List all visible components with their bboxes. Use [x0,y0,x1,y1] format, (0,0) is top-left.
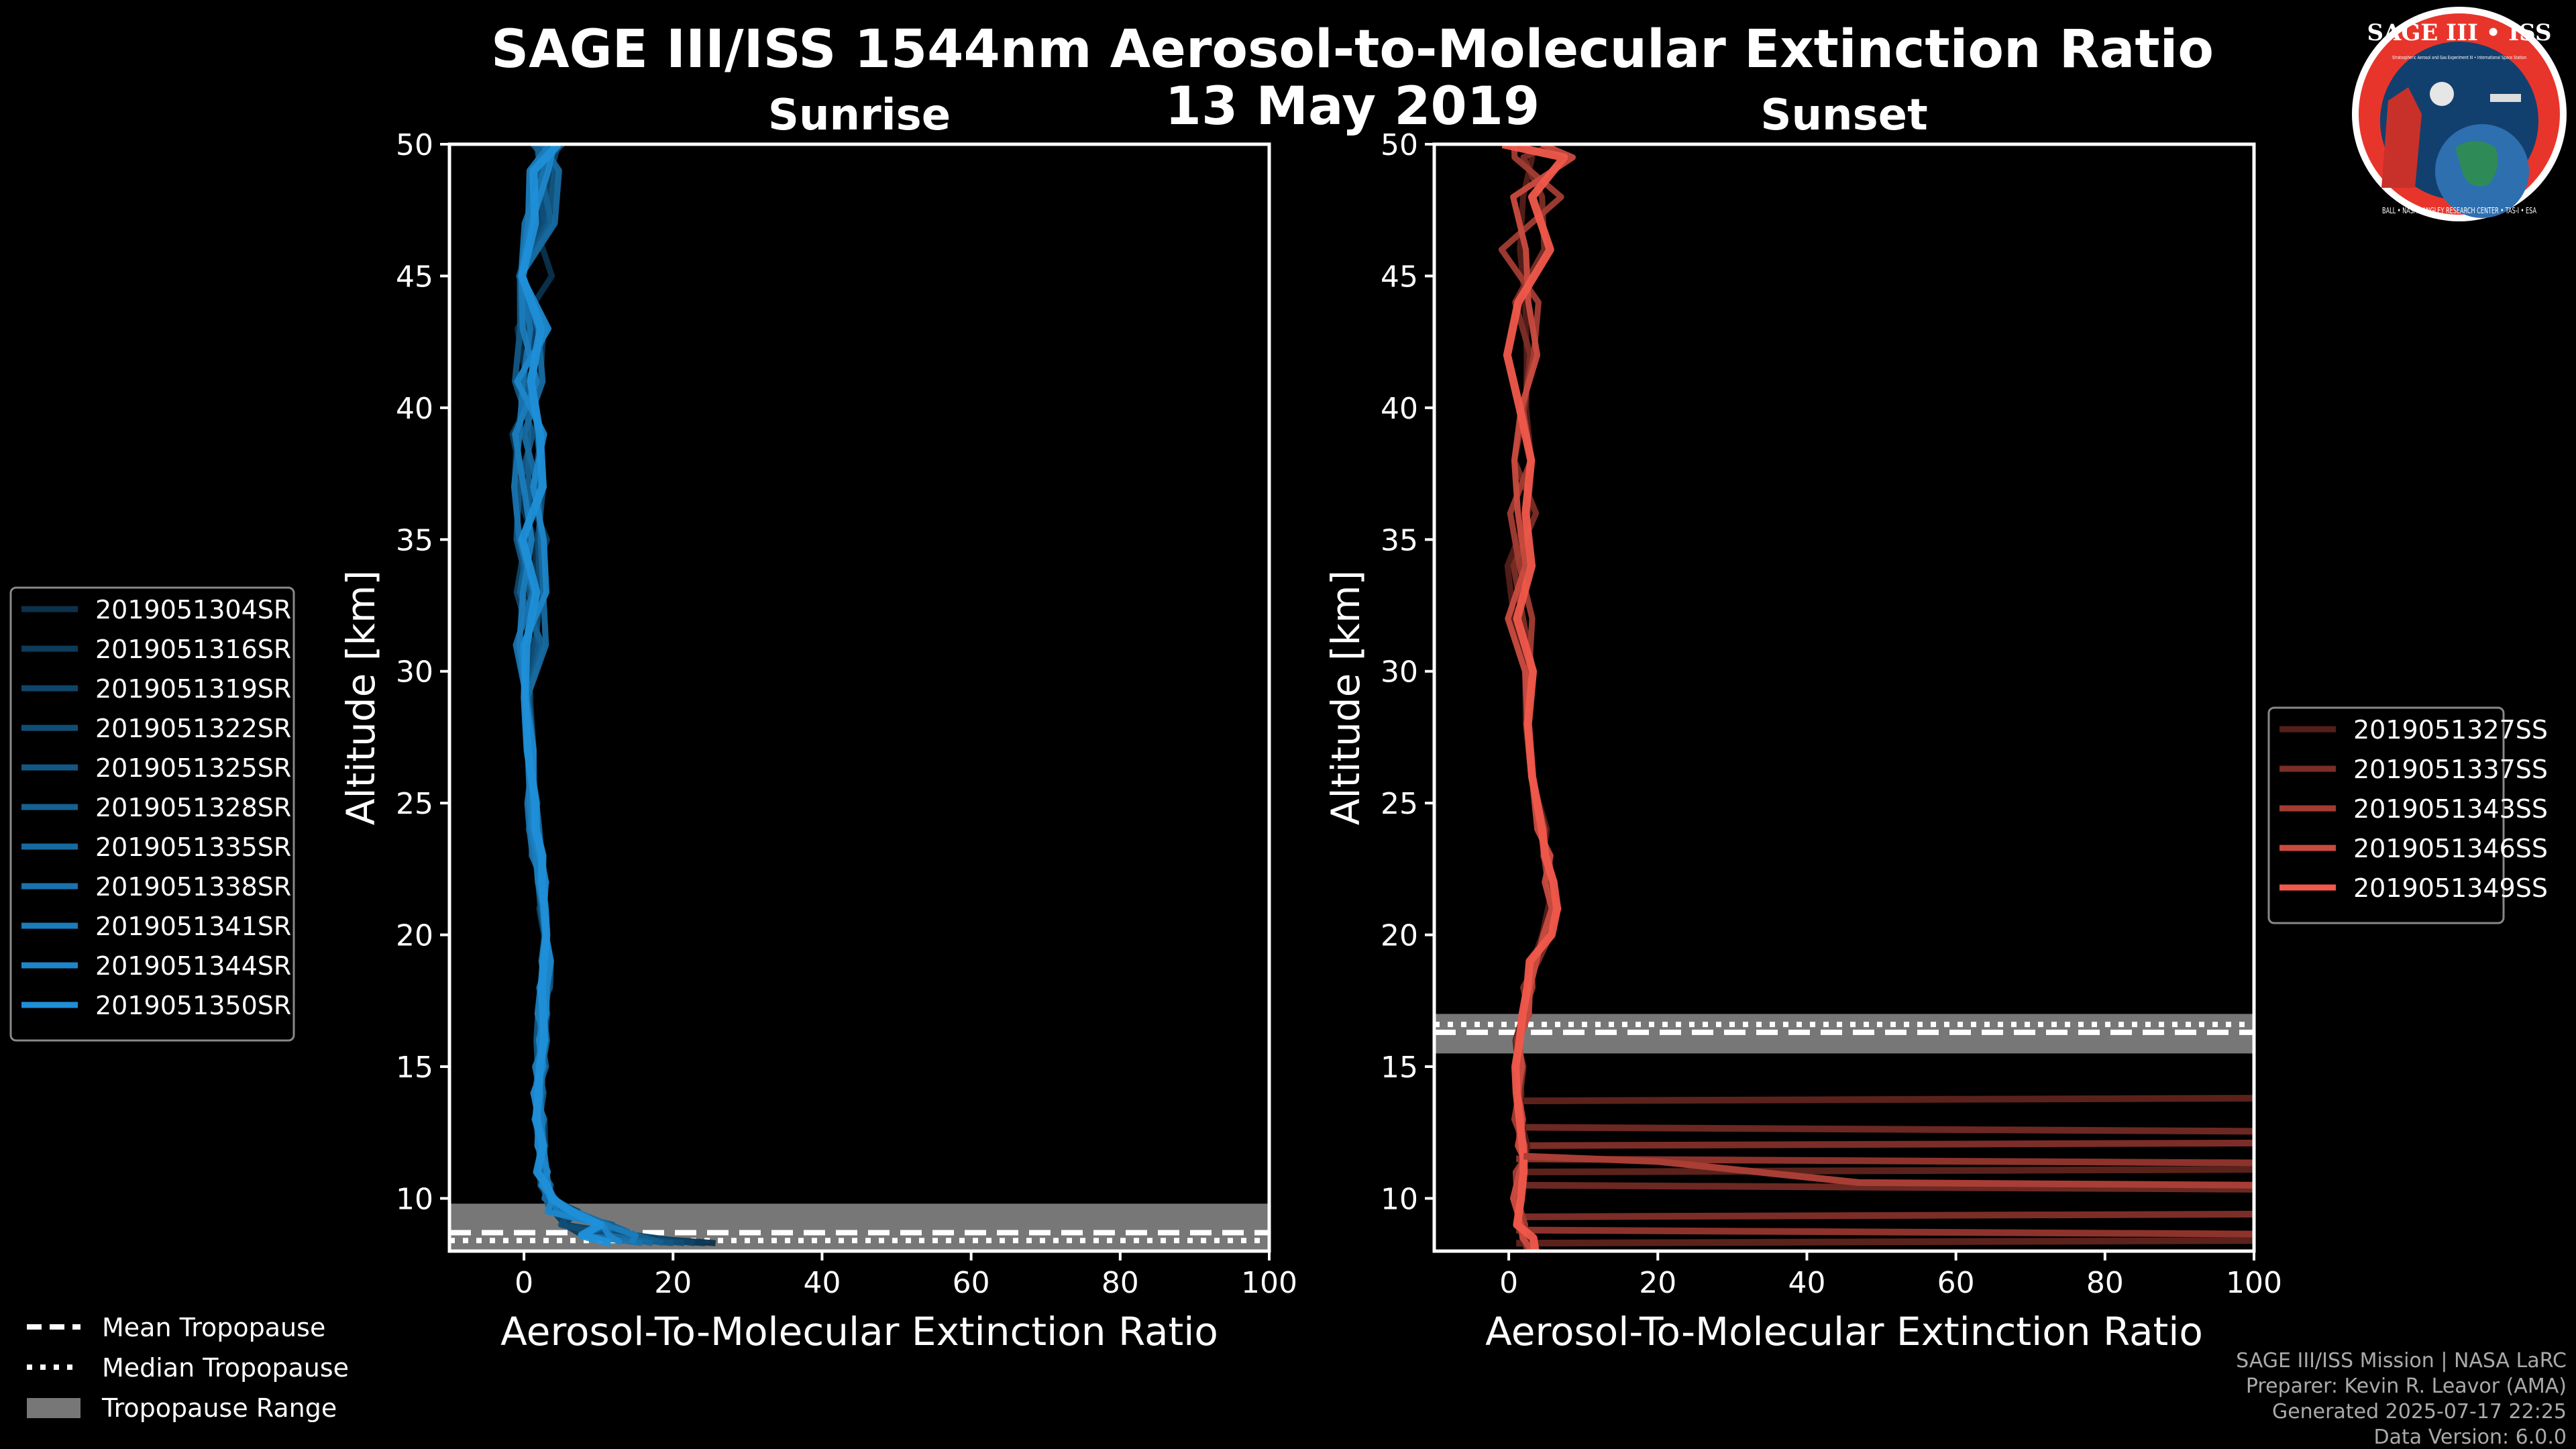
y-tick-label: 20 [1381,919,1418,953]
plot-frame [1432,142,2256,1253]
sunset-legend: 2019051327SS 2019051337SS 2019051343SS 2019… [2267,706,2548,924]
plot-background [449,144,1269,1251]
y-tick-label: 50 [1381,128,1418,162]
chart-title-line1: SAGE III/ISS 1544nm Aerosol-to-Molecular… [491,19,2214,80]
tropopause-range-swatch [27,1398,80,1418]
y-tick-label: 35 [1381,523,1418,557]
logo-inner-text: Stratospheric Aerosol and Gas Experiment… [2392,55,2526,60]
profile-spike [1516,1095,2254,1105]
legend-label: 2019051304SR [95,595,291,625]
legend-label: 2019051349SS [2353,873,2548,903]
series-line-2019051350SR [518,144,612,1247]
y-tick-label: 35 [396,523,433,557]
x-tick-label: 20 [1639,1266,1676,1300]
y-axis-label: Altitude [km] [338,570,384,825]
y-tick-label: 50 [396,128,433,162]
legend-label: 2019051327SS [2353,715,2548,745]
mean-tropopause-label: Mean Tropopause [102,1313,325,1342]
series-line-2019051349SS [1501,144,1568,1251]
y-tick-label: 20 [396,919,433,953]
y-tick-label: 30 [1381,655,1418,690]
legend-label: 2019051341SR [95,912,291,941]
y-tick-label: 45 [396,260,433,294]
legend-frame [9,586,295,1042]
y-tick-label: 15 [1381,1051,1418,1085]
legend-label: 2019051328SR [95,793,291,822]
panel-title: Sunset [1760,91,1927,140]
credit-preparer: Preparer: Kevin R. Leavor (AMA) [2246,1375,2567,1398]
profile-spike [1516,1124,2254,1135]
credits-block: SAGE III/ISS Mission | NASA LaRC Prepare… [2236,1349,2567,1449]
tropopause-legend: Mean Tropopause Median Tropopause Tropop… [27,1313,349,1423]
plot-area [1434,144,2254,1251]
legend-label: 2019051337SS [2353,755,2548,784]
y-tick-label: 15 [396,1051,433,1085]
legend-label: 2019051319SR [95,674,291,704]
x-axis-label: Aerosol-To-Molecular Extinction Ratio [1485,1309,2203,1354]
continent-shape [2455,141,2498,186]
sunrise-legend: 2019051304SR 2019051316SR 2019051319SR 2019… [9,586,295,1042]
legend-label: 2019051316SR [95,635,291,664]
x-tick-label: 60 [953,1266,990,1300]
y-tick-label: 40 [1381,392,1418,426]
y-axis-label: Altitude [km] [1323,570,1368,825]
profile-spike [1516,1166,2254,1176]
plot-frame [447,142,1271,1253]
iss-icon [2490,94,2521,102]
credit-generated: Generated 2025-07-17 22:25 [2272,1400,2567,1424]
y-tick-label: 45 [1381,260,1418,294]
x-tick-label: 80 [2086,1266,2124,1300]
series-spike-line [1523,1152,2254,1189]
legend-label: 2019051322SR [95,714,291,743]
y-tick-label: 25 [1381,787,1418,821]
astronomer-figure-icon [2381,87,2422,188]
legend-label: 2019051344SR [95,951,291,981]
legend-label: 2019051346SS [2353,834,2548,863]
tropopause-range-label: Tropopause Range [101,1393,337,1423]
x-tick-label: 60 [1937,1266,1975,1300]
plot-background [1434,144,2254,1251]
moon-icon [2430,82,2454,106]
plot-area [449,144,1269,1251]
x-tick-label: 0 [515,1266,533,1300]
profile-spike [1516,1210,2254,1220]
x-tick-label: 100 [1241,1266,1297,1300]
y-tick-label: 30 [396,655,433,690]
y-tick-label: 10 [396,1182,433,1216]
x-tick-label: 80 [1102,1266,1139,1300]
x-tick-label: 0 [1499,1266,1518,1300]
median-tropopause-label: Median Tropopause [102,1353,349,1383]
x-tick-label: 40 [1788,1266,1825,1300]
x-tick-label: 20 [654,1266,692,1300]
x-tick-label: 100 [2226,1266,2282,1300]
logo-ring-text: BALL • NASA LANGLEY RESEARCH CENTER • TA… [2382,206,2537,215]
x-tick-label: 40 [803,1266,841,1300]
y-tick-label: 25 [396,787,433,821]
y-tick-label: 40 [396,392,433,426]
profile-spike [1516,1226,2254,1238]
legend-label: 2019051350SR [95,991,291,1020]
sunset-panel: 0 20 40 60 80 100 10 15 20 25 30 35 40 45 50 Sunset Aero… [1323,91,2282,1354]
sage-iii-iss-logo: SAGE III • ISS Stratospheric Aerosol and… [2352,7,2567,221]
legend-label: 2019051335SR [95,833,291,862]
legend-label: 2019051325SR [95,753,291,783]
credit-version: Data Version: 6.0.0 [2374,1426,2567,1449]
legend-label: 2019051343SS [2353,794,2548,824]
sunrise-panel: 0 20 40 60 80 100 10 15 20 25 30 35 40 45 50 Sunrise Aer… [338,91,1297,1354]
profile-spike [1516,1237,2254,1247]
y-tick-label: 10 [1381,1182,1418,1216]
panel-title: Sunrise [768,91,951,140]
credit-mission: SAGE III/ISS Mission | NASA LaRC [2236,1349,2567,1373]
logo-text: SAGE III • ISS [2367,19,2551,46]
profile-spike [1516,1181,2254,1193]
profile-spike [1516,1139,2254,1149]
chart-title-line2: 13 May 2019 [1165,76,1540,137]
legend-label: 2019051338SR [95,872,291,902]
x-axis-label: Aerosol-To-Molecular Extinction Ratio [500,1309,1218,1354]
legend-frame [2267,706,2505,924]
